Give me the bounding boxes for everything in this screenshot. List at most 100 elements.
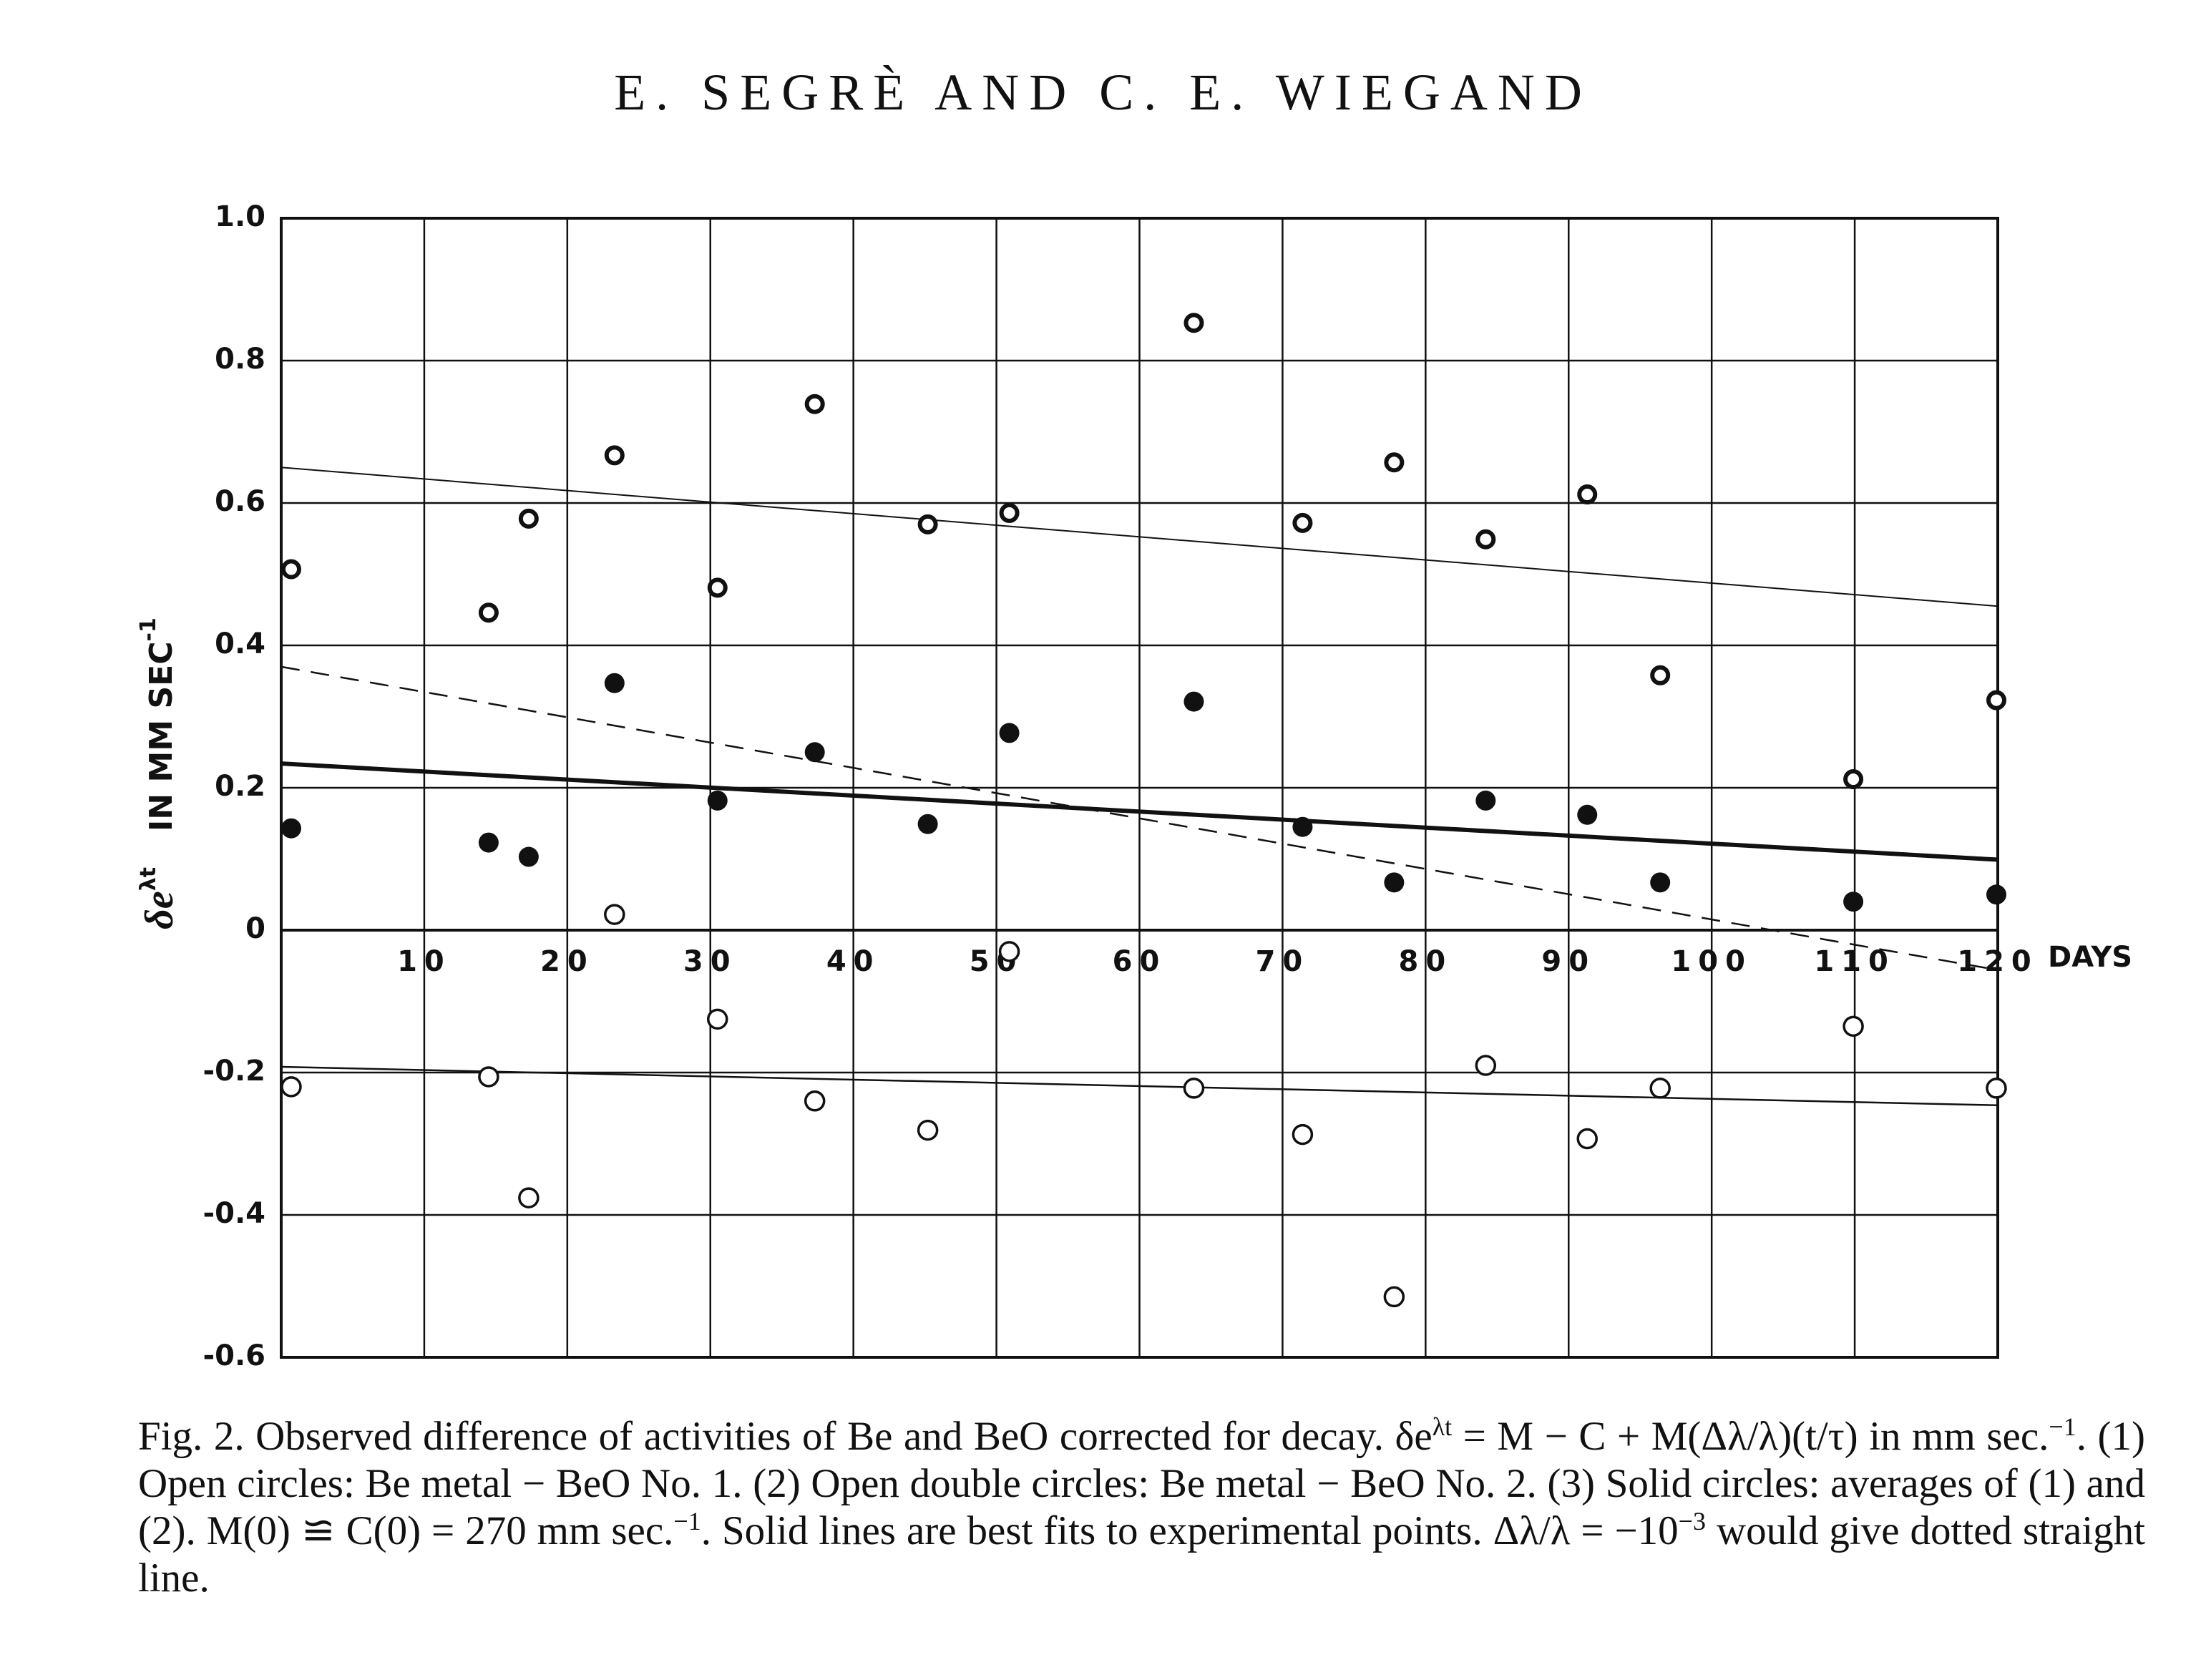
x-axis-label: DAYS — [2048, 941, 2132, 974]
double-circle-ring — [1986, 690, 2007, 710]
x-tick-label: 40 — [826, 945, 881, 978]
figure-caption: Fig. 2. Observed difference of activitie… — [138, 1413, 2145, 1602]
double-circle-ring — [999, 502, 1020, 523]
open-circle — [1649, 1078, 1671, 1099]
open-circle — [1183, 1078, 1205, 1099]
double-circle — [1650, 665, 1671, 685]
open-circle — [1576, 1128, 1598, 1150]
y-tick-label: 0.2 — [215, 770, 265, 803]
fit-line — [280, 1065, 1998, 1107]
caption-text: . (1) Open circles: Be metal − BeO No. 1… — [138, 1414, 2145, 1553]
open-circle — [804, 1090, 826, 1112]
open-circle — [706, 1008, 728, 1030]
x-tick-label: 80 — [1398, 945, 1453, 978]
caption-sup: −3 — [1678, 1507, 1706, 1535]
double-circle — [478, 602, 499, 623]
double-circle — [1475, 529, 1496, 550]
caption-text: = M − C + M(Δλ/λ)(t/τ) in mm sec. — [1452, 1414, 2049, 1459]
y-label-symbol-sup: λt — [136, 867, 161, 891]
solid-circle — [478, 832, 499, 853]
open-circle — [518, 1187, 540, 1208]
double-circle-ring — [804, 394, 825, 414]
double-circle-ring — [917, 514, 938, 534]
solid-circle — [280, 818, 301, 839]
x-tick-label: 110 — [1814, 945, 1895, 978]
double-circle — [1986, 690, 2007, 710]
double-circle — [917, 514, 938, 534]
double-circle — [1384, 452, 1405, 473]
double-circle-ring — [707, 577, 728, 598]
caption-text: would give dotted straight line. — [138, 1508, 2145, 1601]
y-tick-label: -0.6 — [203, 1339, 265, 1372]
y-label-symbol: δe — [137, 891, 182, 929]
double-circle — [604, 445, 625, 466]
solid-circle — [1475, 790, 1496, 811]
y-tick-label: -0.2 — [203, 1055, 265, 1088]
x-tick-label: 70 — [1256, 945, 1310, 978]
double-circle — [804, 394, 825, 414]
y-label-units: IN MM SEC — [143, 642, 180, 831]
y-tick-label: 0.8 — [215, 343, 265, 376]
fit-line — [280, 467, 1998, 607]
y-tick-label: 0.4 — [215, 627, 265, 660]
solid-circle — [999, 723, 1020, 743]
double-circle-ring — [1843, 769, 1864, 790]
double-circle — [1292, 512, 1313, 533]
double-circle-ring — [478, 602, 499, 623]
double-circle — [707, 577, 728, 598]
solid-circle — [1292, 816, 1313, 837]
solid-circle — [1183, 691, 1204, 712]
solid-circle — [1650, 872, 1671, 893]
double-circle-ring — [1475, 529, 1496, 550]
caption-text: Fig. 2. Observed difference of activitie… — [138, 1414, 1433, 1459]
x-tick-label: 60 — [1113, 945, 1167, 978]
running-header: E. SEGRÈ AND C. E. WIEGAND — [614, 64, 1592, 121]
open-circle — [917, 1119, 939, 1141]
solid-circle — [518, 846, 539, 867]
y-axis-label: δeλt IN MM SEC-1 — [136, 617, 182, 929]
double-circle-ring — [1292, 512, 1313, 533]
y-tick-label: 0 — [245, 912, 265, 945]
solid-circle — [917, 814, 938, 834]
open-circle — [998, 941, 1020, 962]
open-circle — [1843, 1015, 1864, 1037]
open-circle — [280, 1076, 302, 1098]
x-tick-label: 30 — [683, 945, 738, 978]
open-circle — [1383, 1286, 1405, 1308]
y-tick-label: 1.0 — [215, 200, 265, 233]
double-circle — [1843, 769, 1864, 790]
x-tick-label: 10 — [397, 945, 452, 978]
double-circle-ring — [1577, 484, 1598, 505]
double-circle — [518, 508, 539, 529]
caption-sup: −1 — [673, 1507, 701, 1535]
open-circle — [478, 1066, 499, 1088]
open-circle — [1475, 1055, 1497, 1076]
x-tick-label: 90 — [1541, 945, 1596, 978]
double-circle-ring — [1183, 313, 1204, 333]
double-circle — [1577, 484, 1598, 505]
double-circle — [999, 502, 1020, 523]
caption-text: . Solid lines are best fits to experimen… — [701, 1508, 1679, 1553]
solid-circle — [1986, 884, 2007, 905]
solid-circle — [1577, 804, 1598, 825]
solid-circle — [707, 790, 728, 811]
open-circle — [604, 904, 625, 925]
solid-circle — [804, 742, 825, 763]
solid-circle — [1384, 872, 1405, 893]
double-circle-ring — [518, 508, 539, 529]
double-circle — [280, 559, 301, 580]
solid-circle — [1843, 892, 1864, 912]
open-circle — [1292, 1123, 1314, 1146]
chart: δeλt IN MM SEC-1 -0.6 -0.4 -0.2 0 0.2 0.4 0.6 0.… — [136, 200, 2133, 1372]
open-circle — [1986, 1078, 2007, 1099]
y-tick-label: 0.6 — [215, 485, 265, 518]
caption-sup: −1 — [2049, 1412, 2076, 1441]
double-circle-ring — [1384, 452, 1405, 473]
x-tick-label: 100 — [1671, 945, 1752, 978]
double-circle — [1183, 313, 1204, 333]
y-label-units-sup: -1 — [136, 617, 161, 641]
double-circle-ring — [280, 559, 301, 580]
x-tick-label: 20 — [540, 945, 595, 978]
fit-line — [280, 665, 1998, 971]
